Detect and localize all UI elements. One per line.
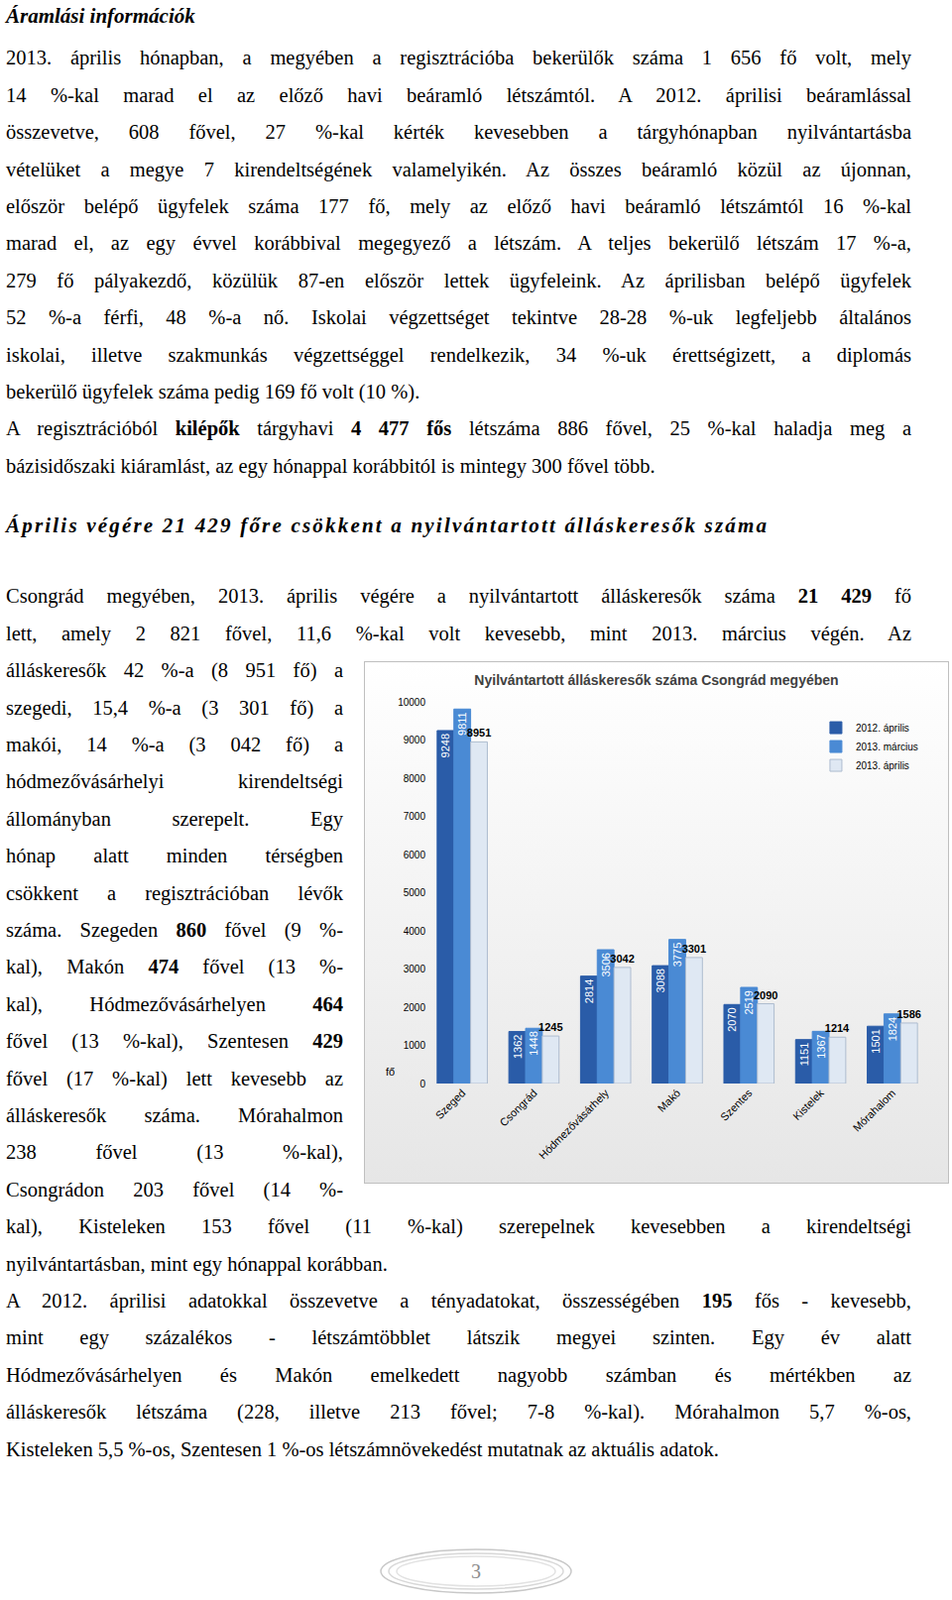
- html-text:bázisidőszaki kiáramlást, az e: bázisidőszaki kiáramlást, az egy hónappa…: [5, 454, 656, 477]
- svg-text:8951: 8951: [467, 726, 491, 739]
- html-text:lett, amely 2 821 fővel, 11,6: lett, amely 2 821 fővel, 11,6 %-kal volt…: [5, 622, 912, 645]
- svg-text:1586: 1586: [896, 1008, 921, 1021]
- html-text:állományban szerepelt. Egy: állományban szerepelt. Egy: [5, 807, 344, 830]
- svg-text:9000: 9000: [403, 734, 427, 746]
- svg-text:Szentes: Szentes: [717, 1086, 755, 1124]
- html-text:először belépő ügyfelek száma: először belépő ügyfelek száma 177 fő, me…: [5, 195, 912, 218]
- svg-text:Csongrád: Csongrád: [497, 1086, 540, 1129]
- svg-text:1151: 1151: [798, 1043, 811, 1068]
- svg-text:fő: fő: [385, 1066, 395, 1078]
- html-text:Csongrád megyében, 2013. ápril: Csongrád megyében, 2013. április végére …: [5, 585, 912, 608]
- svg-text:2814: 2814: [583, 979, 595, 1004]
- html-text:száma. Szegeden 860 fővel (9 %: száma. Szegeden 860 fővel (9 %-: [5, 919, 344, 941]
- html-text:Kisteleken 5,5 %-os, Szentesen: Kisteleken 5,5 %-os, Szentesen 1 %-os lé…: [5, 1438, 719, 1461]
- html-text:Április végére 21 429 főre csö: Április végére 21 429 főre csökkent a ny…: [5, 513, 769, 538]
- html-text:fővel (13 %-kal), Szentesen 42: fővel (13 %-kal), Szentesen 429: [5, 1030, 344, 1053]
- html-text:álláskeresők létszáma (228, il: álláskeresők létszáma (228, illetve 213 …: [5, 1401, 912, 1424]
- svg-text:1448: 1448: [527, 1031, 540, 1056]
- svg-text:7000: 7000: [403, 811, 427, 823]
- svg-text:2013. március: 2013. március: [855, 741, 919, 753]
- html-text:A regisztrációból kilépők tárg: A regisztrációból kilépők tárgyhavi 4 47…: [5, 417, 912, 440]
- svg-text:Makó: Makó: [655, 1086, 684, 1115]
- svg-text:10000: 10000: [397, 697, 426, 709]
- html-text:kal), Kisteleken 153 fővel (11: kal), Kisteleken 153 fővel (11 %-kal) sz…: [5, 1215, 912, 1238]
- html-text:álláskeresők 42 %-a (8 951 fő): álláskeresők 42 %-a (8 951 fő) a: [5, 659, 344, 682]
- html-text:hódmezővásárhelyi kirendeltség: hódmezővásárhelyi kirendeltségi: [5, 770, 344, 793]
- svg-text:3000: 3000: [403, 963, 427, 975]
- html-text:vételüket a megye 7 kirendelts: vételüket a megye 7 kirendeltségének val…: [5, 158, 912, 180]
- svg-text:Kistelek: Kistelek: [790, 1086, 827, 1123]
- svg-text:0: 0: [419, 1078, 426, 1090]
- html-text:Csongrádon 203 fővel (14 %-: Csongrádon 203 fővel (14 %-: [5, 1178, 344, 1201]
- svg-text:9811: 9811: [456, 712, 469, 736]
- html-text:szegedi, 15,4 %-a (3 301 fő) a: szegedi, 15,4 %-a (3 301 fő) a: [5, 696, 344, 719]
- html-text:A 2012. áprilisi adatokkal öss: A 2012. áprilisi adatokkal összevetve a …: [5, 1290, 912, 1312]
- svg-text:1245: 1245: [538, 1021, 563, 1034]
- html-text:2013. április hónapban, a megy: 2013. április hónapban, a megyében a reg…: [5, 46, 912, 69]
- svg-text:Mórahalom: Mórahalom: [850, 1086, 898, 1134]
- svg-text:3301: 3301: [682, 943, 707, 955]
- svg-text:1000: 1000: [403, 1040, 427, 1052]
- svg-text:1824: 1824: [886, 1017, 899, 1042]
- svg-text:3042: 3042: [609, 952, 634, 965]
- svg-text:2519: 2519: [742, 990, 755, 1015]
- html-text:Áramlási információk: Áramlási információk: [5, 3, 196, 28]
- svg-text:6000: 6000: [403, 849, 427, 861]
- html-text:kal), Hódmezővásárhelyen 464: kal), Hódmezővásárhelyen 464: [5, 993, 344, 1016]
- html-text:marad el, az egy évvel korábbi: marad el, az egy évvel korábbival megegy…: [5, 232, 912, 255]
- svg-text:3506: 3506: [599, 952, 612, 977]
- html-text:iskolai, illetve szakmunkás vé: iskolai, illetve szakmunkás végzettségge…: [5, 343, 912, 366]
- svg-text:9248: 9248: [439, 733, 452, 758]
- html-text:csökkent a regisztrációban lév: csökkent a regisztrációban lévők: [5, 882, 344, 904]
- html-text:14 %-kal marad el az előző hav: 14 %-kal marad el az előző havi beáramló…: [5, 83, 912, 106]
- html-text:álláskeresők száma. Mórahalmon: álláskeresők száma. Mórahalmon: [5, 1104, 344, 1127]
- html-text:Hódmezővásárhelyen és Makón em: Hódmezővásárhelyen és Makón emelkedett n…: [5, 1364, 912, 1387]
- svg-text:1362: 1362: [511, 1035, 524, 1060]
- html-text:nyilvántartásban, mint egy hón: nyilvántartásban, mint egy hónappal korá…: [5, 1252, 388, 1275]
- svg-text:8000: 8000: [403, 773, 427, 785]
- html-text:bekerülő ügyfelek száma pedig: bekerülő ügyfelek száma pedig 169 fő vol…: [5, 380, 420, 403]
- svg-text:4000: 4000: [403, 926, 427, 938]
- svg-text:2012. április: 2012. április: [855, 722, 910, 734]
- svg-text:Szeged: Szeged: [433, 1086, 469, 1122]
- svg-text:Nyilvántartott álláskeresők sz: Nyilvántartott álláskeresők száma Csongr…: [474, 672, 838, 689]
- svg-text:3: 3: [471, 1560, 481, 1583]
- html-text:52 %-a férfi, 48 %-a nő. Iskol: 52 %-a férfi, 48 %-a nő. Iskolai végzett…: [5, 306, 912, 329]
- svg-text:2013. április: 2013. április: [855, 760, 910, 772]
- html-text:238 fővel (13 %-kal),: 238 fővel (13 %-kal),: [5, 1141, 344, 1164]
- html-text:fővel (17 %-kal) lett kevesebb: fővel (17 %-kal) lett kevesebb az: [5, 1067, 344, 1090]
- html-text:makói, 14 %-a (3 042 fő) a: makói, 14 %-a (3 042 fő) a: [5, 733, 344, 756]
- svg-text:1367: 1367: [815, 1034, 828, 1059]
- html-text:összevetve, 608 fővel, 27 %-ka: összevetve, 608 fővel, 27 %-kal kérték k…: [5, 121, 912, 143]
- html-text:279 fő pályakezdő, közülük 87-: 279 fő pályakezdő, közülük 87-en először…: [5, 269, 912, 292]
- svg-text:5000: 5000: [403, 887, 427, 899]
- svg-text:3775: 3775: [671, 943, 684, 967]
- svg-text:2000: 2000: [403, 1002, 427, 1014]
- svg-text:2090: 2090: [753, 989, 778, 1002]
- svg-text:2070: 2070: [725, 1007, 738, 1032]
- svg-text:Hódmezővásárhely: Hódmezővásárhely: [536, 1086, 611, 1162]
- svg-text:1214: 1214: [825, 1022, 850, 1035]
- html-text:kal), Makón 474 fővel (13 %-: kal), Makón 474 fővel (13 %-: [5, 956, 344, 979]
- html-text:hónap alatt minden térségben: hónap alatt minden térségben: [5, 844, 344, 867]
- html-text:mint egy százalékos - létszámt: mint egy százalékos - létszámtöbblet lát…: [5, 1327, 912, 1349]
- svg-text:3088: 3088: [654, 968, 667, 993]
- svg-text:1501: 1501: [869, 1029, 882, 1054]
